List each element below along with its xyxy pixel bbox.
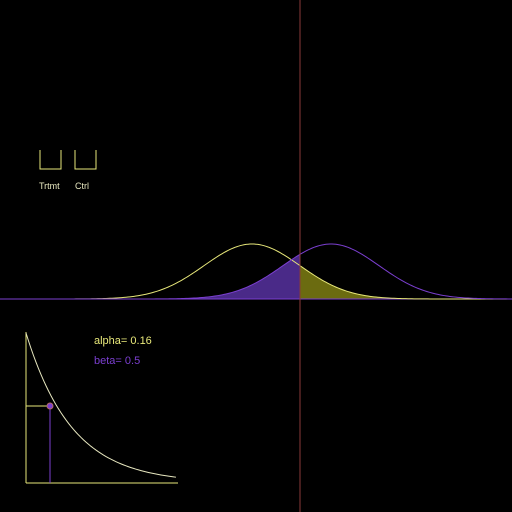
- alpha-beta-tradeoff-curve: [25, 332, 177, 478]
- control-legend-label: Ctrl: [75, 181, 89, 191]
- beta-value-text: beta= 0.5: [94, 355, 141, 367]
- tradeoff-point[interactable]: [46, 402, 54, 410]
- treatment-legend-swatch[interactable]: [39, 150, 62, 170]
- treatment-legend-label: Trtmt: [39, 181, 60, 191]
- alpha-region: [300, 265, 512, 299]
- alpha-value-text: alpha= 0.16: [94, 335, 152, 347]
- control-distribution-curve: [0, 243, 512, 300]
- beta-region: [0, 254, 300, 299]
- control-legend-swatch[interactable]: [74, 150, 97, 170]
